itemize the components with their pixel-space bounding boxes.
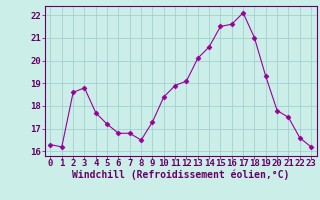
X-axis label: Windchill (Refroidissement éolien,°C): Windchill (Refroidissement éolien,°C) [72,170,290,180]
